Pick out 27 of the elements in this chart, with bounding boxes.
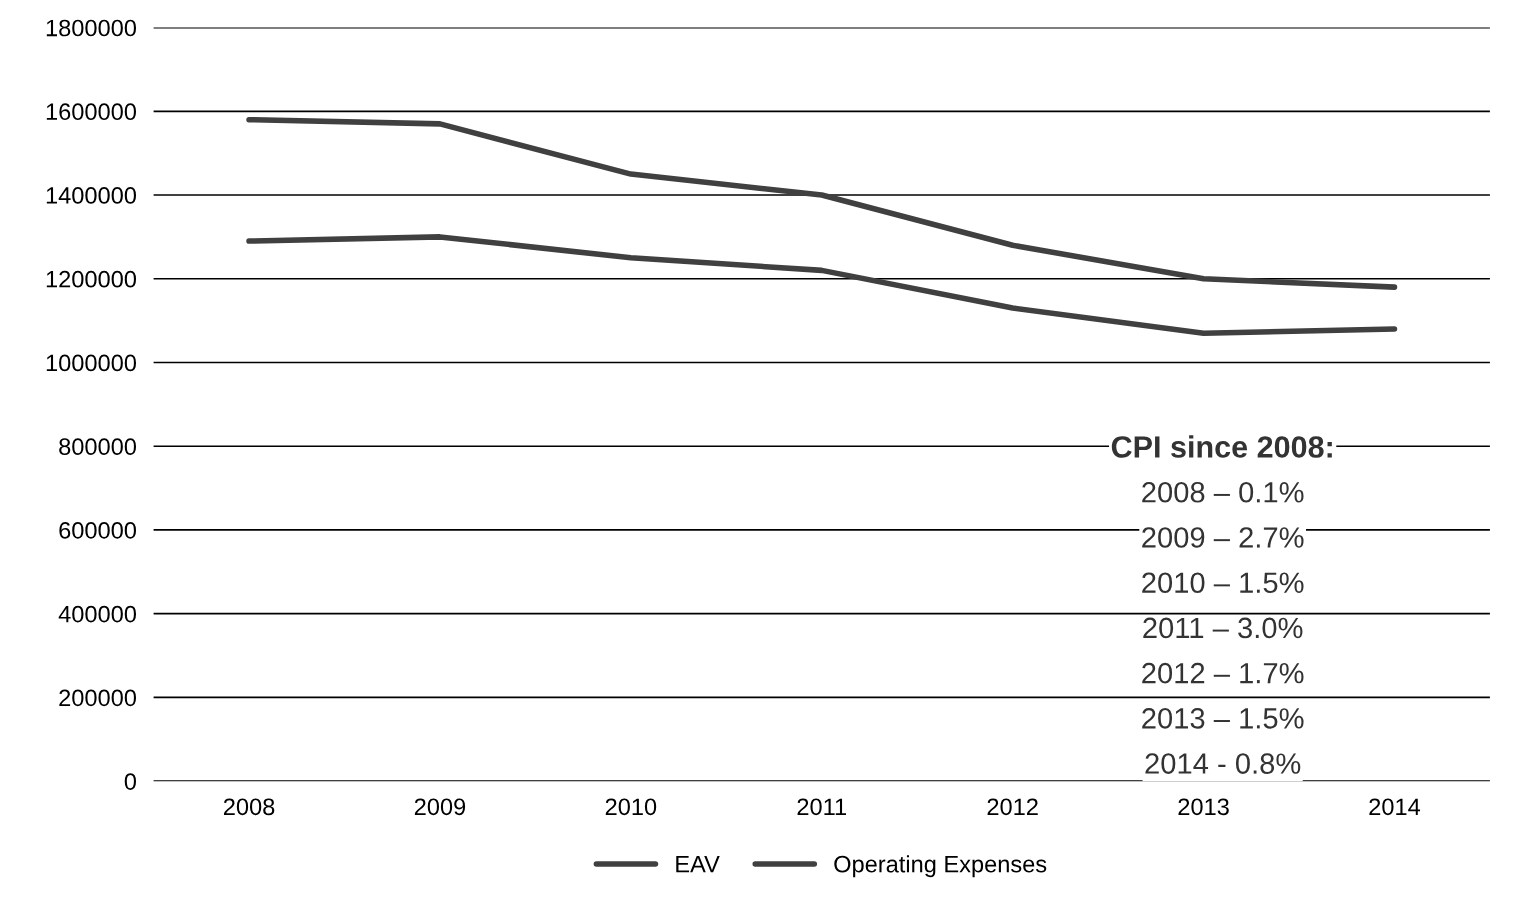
annotation: 2010 – 1.5%	[1142, 572, 1304, 594]
y-tick-label: 1000000	[46, 354, 137, 372]
annotation: 2011 – 3.0%	[1143, 617, 1303, 639]
y-tick-label: 200000	[59, 689, 137, 707]
x-tick-label: 2013	[1178, 798, 1229, 816]
y-tick-label: 600000	[59, 522, 137, 539]
y-tick-label: 1800000	[46, 19, 137, 37]
annotation: 2012 – 1.7%	[1142, 662, 1304, 684]
y-tick-label: 400000	[58, 605, 137, 623]
y-tick-label: 1400000	[46, 187, 137, 204]
x-tick-label: 2010	[605, 798, 657, 816]
y-tick-label: 0	[124, 773, 137, 790]
annotation: 2008 – 0.1%	[1142, 481, 1304, 503]
x-tick-label: 2008	[223, 798, 275, 816]
legend-label: EAV	[676, 856, 720, 873]
x-tick-label: 2012	[987, 798, 1038, 816]
annotation: 2014 - 0.8%	[1145, 753, 1301, 774]
x-tick-label: 2009	[414, 798, 466, 816]
x-tick-label: 2014	[1369, 798, 1421, 816]
legend-label: Operating Expenses	[834, 855, 1047, 878]
y-tick-label: 1200000	[46, 270, 137, 288]
annotation: CPI since 2008:	[1111, 435, 1332, 458]
x-tick-label: 2011	[797, 798, 846, 816]
annotation: 2009 – 2.7%	[1142, 527, 1304, 548]
y-tick-label: 1600000	[46, 103, 137, 121]
y-tick-label: 800000	[59, 438, 137, 456]
annotation: 2013 – 1.5%	[1142, 708, 1304, 729]
